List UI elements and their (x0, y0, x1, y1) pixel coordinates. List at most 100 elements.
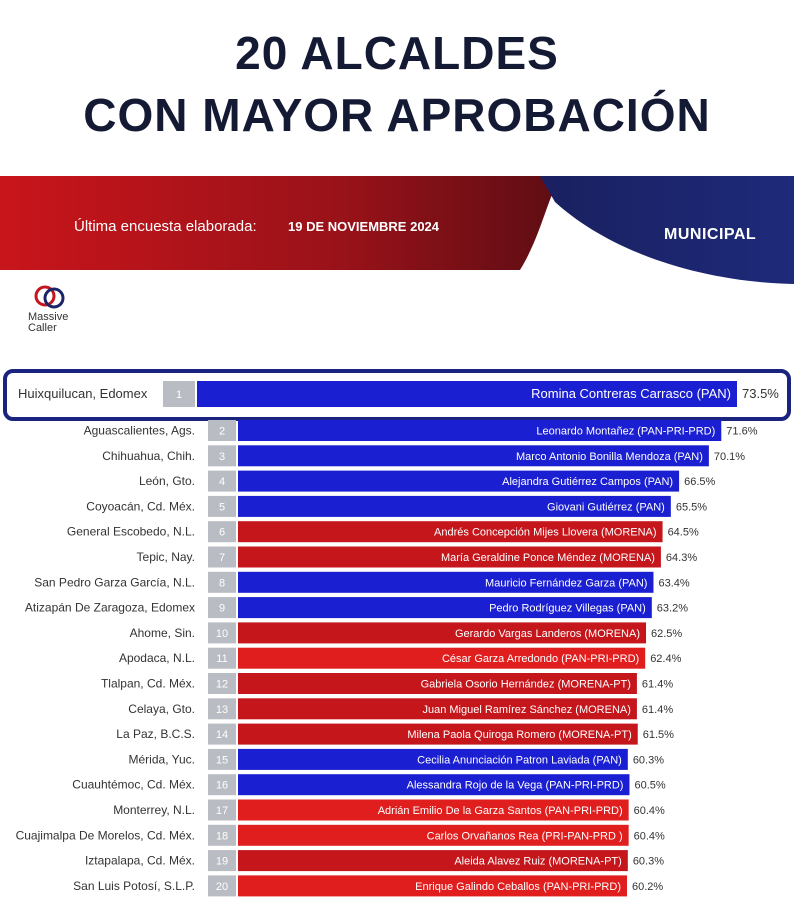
bar (238, 723, 638, 745)
massive-caller-logo-icon (34, 285, 65, 309)
value-label: 60.4% (634, 805, 665, 817)
rank-label: 7 (219, 552, 225, 564)
bar (197, 381, 737, 407)
municipality-label: Tlalpan, Cd. Méx. (101, 677, 195, 691)
bar (238, 420, 722, 441)
municipality-label: San Pedro Garza García, N.L. (34, 575, 195, 589)
mayor-label: Leonardo Montañez (PAN-PRI-PRD) (536, 426, 715, 438)
mayor-label: Pedro Rodríguez Villegas (PAN) (489, 603, 646, 615)
approval-bar-chart: Huixquilucan, Edomex 1 Romina Contreras Ca… (16, 381, 779, 897)
mayor-label: Marco Antonio Bonilla Mendoza (PAN) (516, 451, 703, 463)
municipality-label: León, Gto. (139, 474, 195, 488)
rank-box (208, 673, 236, 694)
value-label: 64.5% (668, 527, 699, 539)
mayor-label: Adrián Emilio De la Garza Santos (PAN-PR… (378, 805, 623, 817)
header-band (0, 176, 794, 284)
rank-box (208, 597, 236, 619)
value-label: 63.4% (658, 577, 689, 589)
municipality-label: Cuajimalpa De Morelos, Cd. Méx. (16, 828, 195, 842)
value-label: 60.3% (633, 754, 664, 766)
bar (238, 850, 628, 872)
value-label: 62.4% (650, 653, 681, 665)
scope-label: MUNICIPAL (664, 226, 757, 243)
municipality-label: Iztapalapa, Cd. Méx. (85, 854, 195, 868)
municipality-label: Cuauhtémoc, Cd. Méx. (72, 778, 195, 792)
bar (238, 647, 646, 669)
survey-label: Última encuesta elaborada: (74, 218, 257, 235)
page-title-line-1: 20 ALCALDES (235, 27, 559, 79)
value-label: 61.5% (643, 729, 674, 741)
value-label: 61.4% (642, 704, 673, 716)
bar (238, 521, 663, 543)
rank-box (208, 799, 236, 821)
mayor-label: Milena Paola Quiroga Romero (MORENA-PT) (407, 729, 631, 741)
bar (238, 875, 627, 897)
municipality-label: San Luis Potosí, S.L.P. (73, 879, 195, 893)
mayor-label: Aleida Alavez Ruiz (MORENA-PT) (454, 856, 622, 868)
mayor-label: Alessandra Rojo de la Vega (PAN-PRI-PRD) (407, 780, 624, 792)
rank-box (208, 748, 236, 770)
municipality-label: Tepic, Nay. (137, 550, 195, 564)
municipality-label: Atizapán De Zaragoza, Edomex (25, 601, 195, 615)
bar (238, 495, 671, 517)
rank-label: 20 (216, 881, 228, 893)
municipality-label: Huixquilucan, Edomex (18, 386, 148, 401)
rank-box (208, 420, 236, 441)
municipality-label: Chihuahua, Chih. (102, 449, 195, 463)
rank-label: 17 (216, 805, 228, 817)
rank-label: 19 (216, 856, 228, 868)
municipality-label: Ahome, Sin. (130, 626, 195, 640)
rank-box (208, 546, 236, 568)
value-label: 73.5% (742, 386, 779, 401)
value-label: 63.2% (657, 603, 688, 615)
municipality-label: Coyoacán, Cd. Méx. (86, 499, 195, 513)
mayor-label: Enrique Galindo Ceballos (PAN-PRI-PRD) (415, 881, 621, 893)
rank-box (208, 875, 236, 897)
mayor-label: Juan Miguel Ramírez Sánchez (MORENA) (422, 704, 630, 716)
rank-box (208, 622, 236, 644)
page-title-line-2: CON MAYOR APROBACIÓN (83, 89, 711, 141)
mayor-label: Romina Contreras Carrasco (PAN) (531, 386, 731, 401)
rank-label: 9 (219, 603, 225, 615)
municipality-label: Monterrey, N.L. (113, 803, 195, 817)
rank-box (163, 381, 195, 407)
logo-text-line-1: Massive (28, 311, 69, 323)
value-label: 71.6% (726, 426, 757, 438)
bar (238, 597, 652, 619)
bar (238, 470, 680, 492)
rank-label: 5 (219, 501, 225, 513)
logo-text: Massive Caller (28, 312, 68, 334)
rank-label: 4 (219, 476, 225, 488)
rank-label: 16 (216, 780, 228, 792)
logo-text-line-2: Caller (28, 322, 57, 334)
mayor-label: Gerardo Vargas Landeros (MORENA) (455, 628, 640, 640)
mayor-label: Alejandra Gutiérrez Campos (PAN) (502, 476, 673, 488)
municipality-label: La Paz, B.C.S. (116, 727, 195, 741)
rank-box (208, 647, 236, 669)
bar (238, 748, 628, 770)
rank-box (208, 521, 236, 543)
rank-box (208, 723, 236, 745)
bar (238, 673, 637, 694)
mayor-label: Cecilia Anunciación Patron Laviada (PAN) (417, 754, 622, 766)
rank-box (208, 824, 236, 846)
rank-box (208, 495, 236, 517)
rank-label: 12 (216, 679, 228, 691)
mayor-label: Carlos Orvañanos Rea (PRI-PAN-PRD ) (427, 830, 623, 842)
value-label: 70.1% (714, 451, 745, 463)
survey-date: 19 DE NOVIEMBRE 2024 (288, 219, 440, 234)
municipality-label: Aguascalientes, Ags. (84, 424, 195, 438)
rank-box (208, 850, 236, 872)
bar (238, 824, 629, 846)
rank-label: 11 (216, 653, 227, 665)
mayor-label: Gabriela Osorio Hernández (MORENA-PT) (421, 679, 631, 691)
value-label: 64.3% (666, 552, 697, 564)
mayor-label: Mauricio Fernández Garza (PAN) (485, 577, 647, 589)
rank-label: 1 (176, 389, 182, 401)
value-label: 60.5% (634, 780, 665, 792)
bar (238, 799, 629, 821)
rank-box (208, 470, 236, 492)
rank-box (208, 571, 236, 593)
value-label: 60.3% (633, 856, 664, 868)
value-label: 60.4% (634, 830, 665, 842)
